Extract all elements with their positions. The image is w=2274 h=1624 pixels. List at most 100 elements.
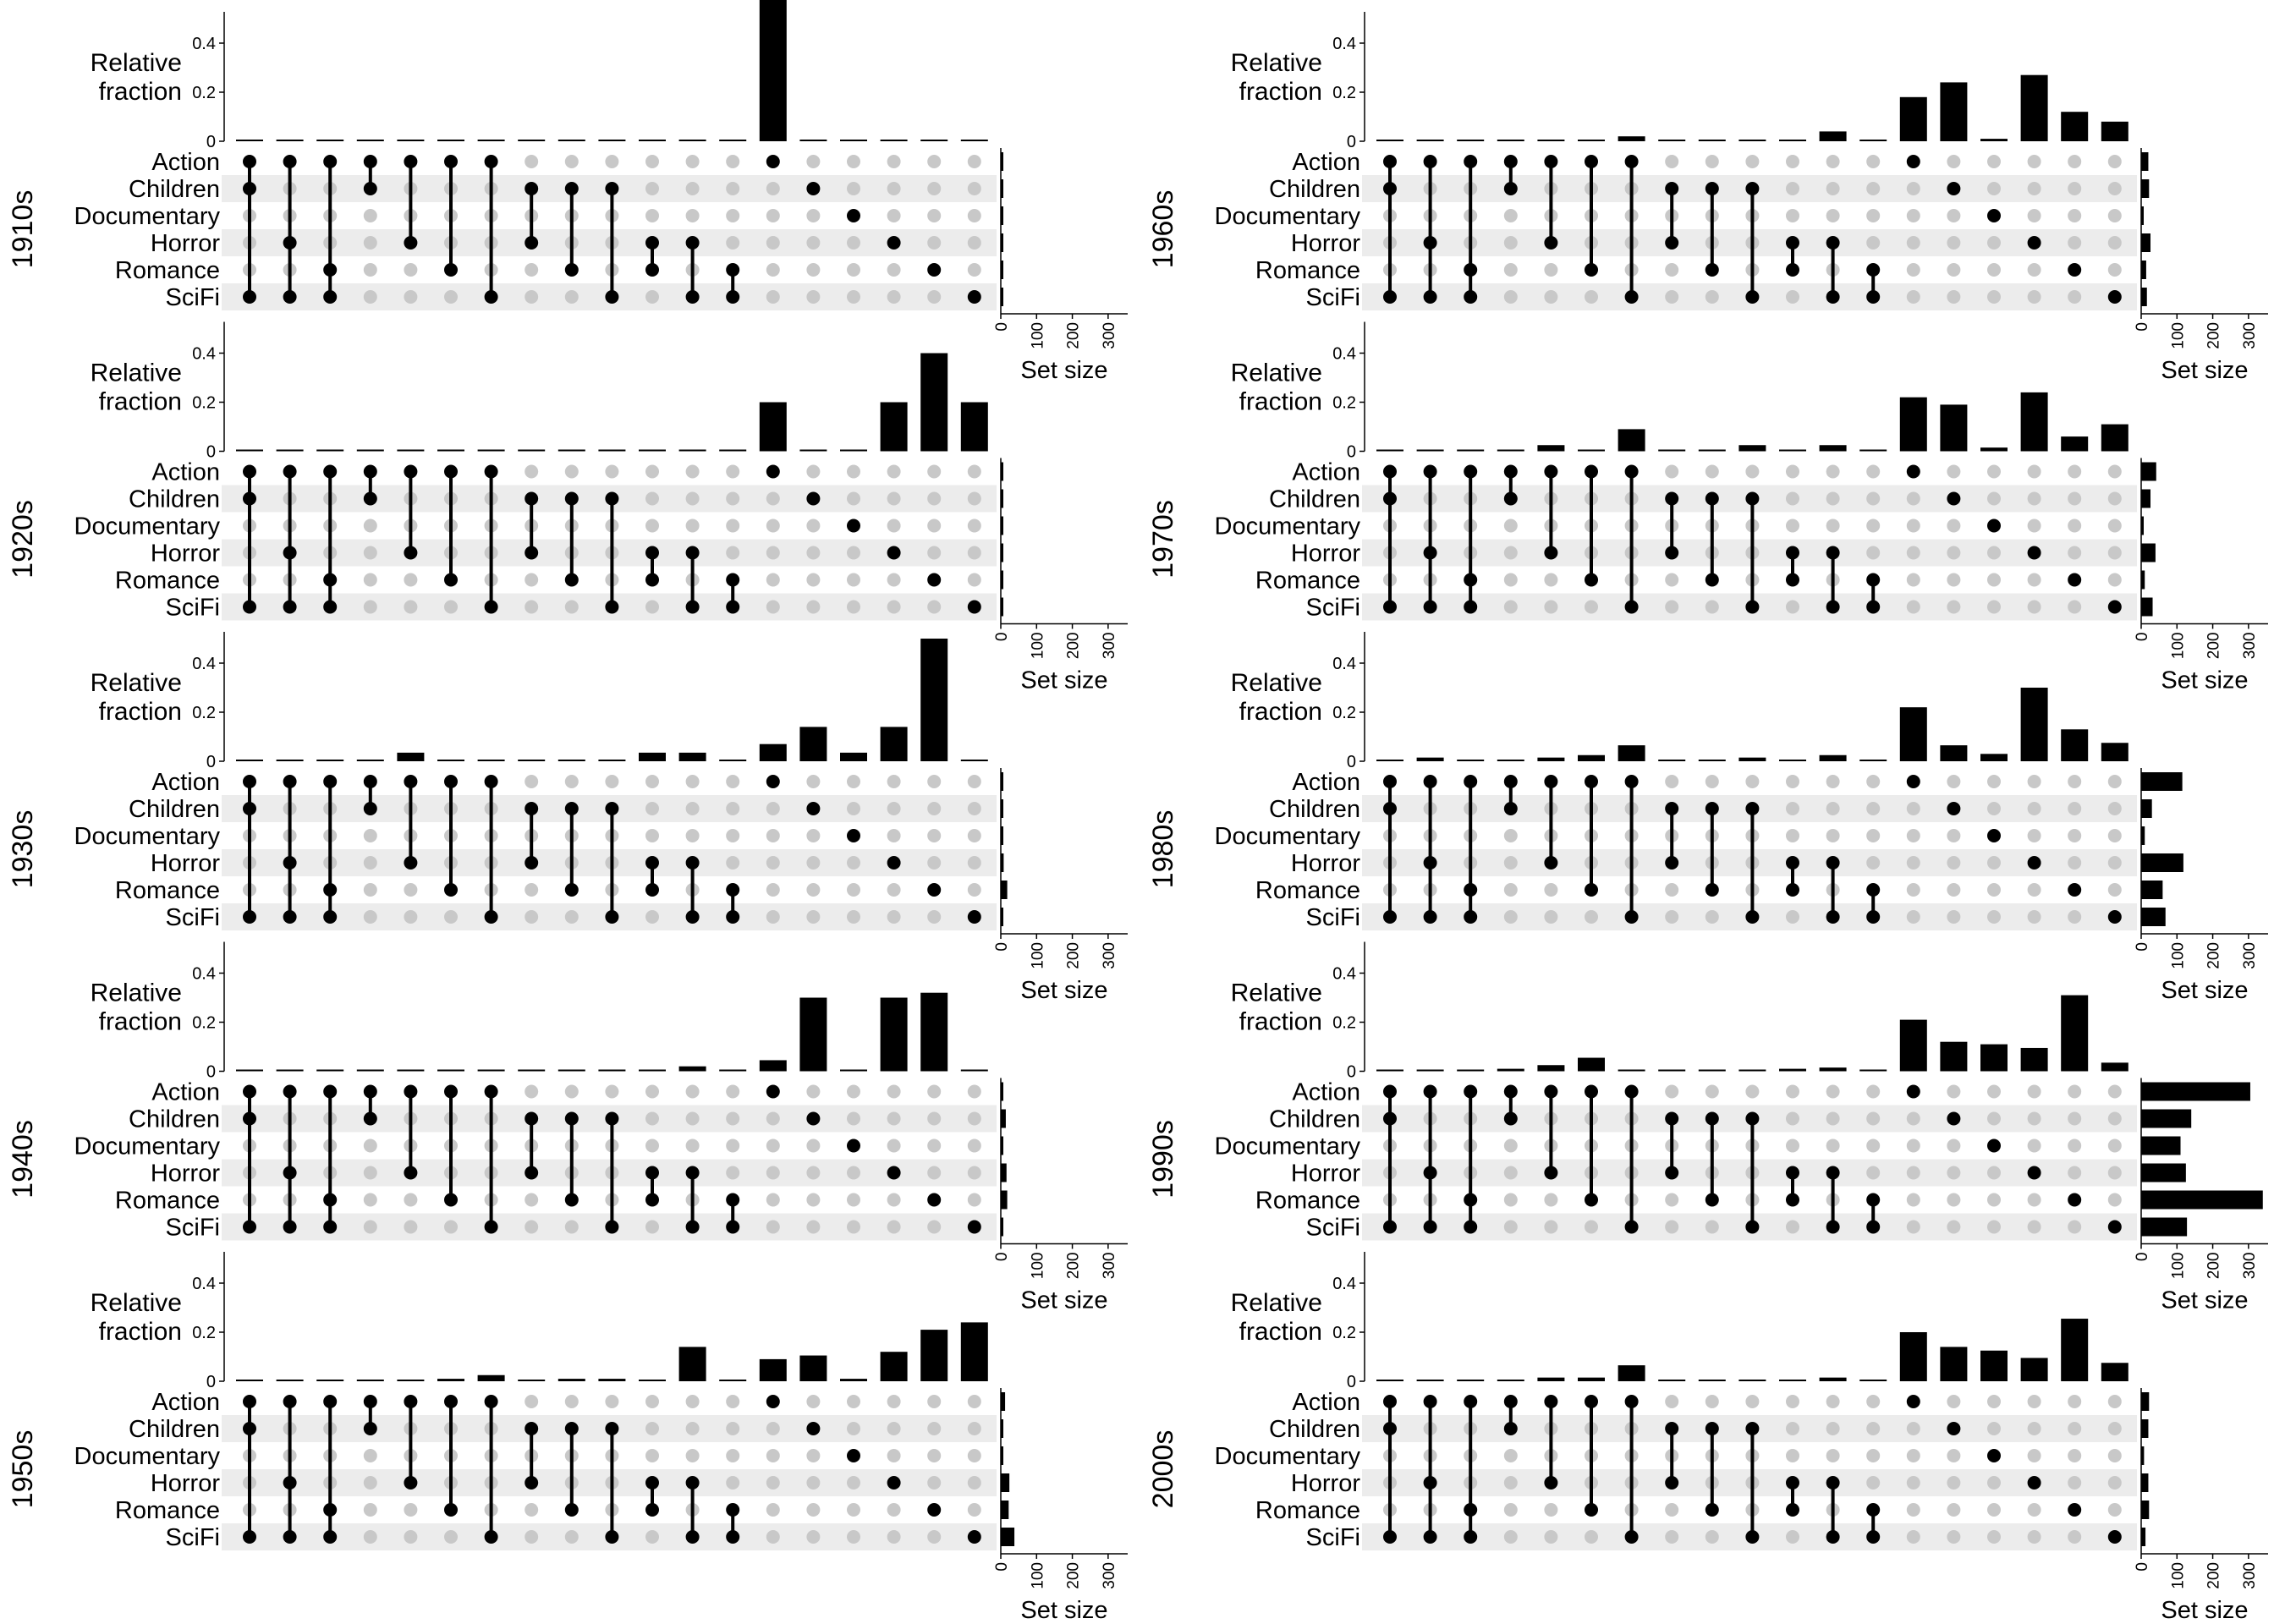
y-axis-title-line: Relative (91, 669, 182, 697)
matrix-dot-inactive (967, 829, 981, 842)
intersection-bar (719, 1069, 747, 1072)
set-size-tick-label: 200 (1065, 1253, 1083, 1280)
decade-label: 1970s (1147, 500, 1179, 579)
matrix-dot-inactive (1947, 464, 1961, 479)
set-size-tick-label: 0 (2134, 1562, 2151, 1572)
matrix-dot-inactive (1866, 1449, 1881, 1462)
set-label: Romance (1255, 877, 1360, 904)
matrix-dot-inactive (806, 464, 821, 479)
matrix-dot-inactive (1987, 1166, 2001, 1180)
set-size-axis-title: Set size (2161, 357, 2248, 384)
set-label: Children (1269, 486, 1360, 513)
matrix-dot-inactive (1705, 600, 1719, 614)
matrix-dot-inactive (2068, 1138, 2082, 1153)
set-size-bar (1001, 1109, 1006, 1128)
matrix-dot-inactive (887, 910, 901, 924)
matrix-dot-inactive (525, 573, 539, 587)
matrix-dot-inactive (1503, 209, 1518, 222)
matrix-dot-inactive (887, 518, 901, 533)
matrix-dot-inactive (967, 1476, 981, 1490)
panel-1980s: 1980sRelativefraction00.20.4ActionChildr… (1147, 632, 2268, 1004)
intersection-bar (639, 449, 666, 452)
set-size-axis-title: Set size (2161, 1597, 2248, 1624)
matrix-dot-inactive (847, 263, 860, 277)
matrix-dot-inactive (847, 1166, 860, 1180)
matrix-dot-active (2107, 600, 2122, 614)
intersection-bar (236, 760, 263, 761)
matrix-dot-inactive (525, 1503, 539, 1517)
matrix-dot-inactive (1503, 236, 1518, 250)
matrix-dot-inactive (2027, 155, 2041, 168)
matrix-dot-inactive (685, 802, 700, 815)
matrix-dot-inactive (806, 263, 821, 277)
set-label: Action (151, 1389, 220, 1416)
matrix-dot-inactive (1987, 1530, 2001, 1544)
set-label: Romance (1255, 568, 1360, 595)
matrix-dot-inactive (404, 883, 418, 897)
matrix-dot-inactive (2107, 1422, 2122, 1435)
matrix-dot-inactive (2068, 775, 2082, 788)
matrix-dot-inactive (2107, 491, 2122, 506)
matrix-dot-inactive (766, 518, 780, 533)
matrix-dot-inactive (444, 290, 458, 304)
intersection-bar (1416, 1380, 1444, 1381)
matrix-dot-inactive (2107, 209, 2122, 222)
matrix-dot-inactive (2068, 1422, 2082, 1435)
matrix-dot-inactive (1826, 518, 1840, 533)
set-size-bar (2141, 908, 2166, 926)
y-tick-label: 0 (206, 1373, 216, 1391)
matrix-dot-active (1906, 1084, 1920, 1099)
set-size-bar (1001, 1392, 1006, 1411)
matrix-dot-inactive (2027, 1220, 2041, 1234)
matrix-dot-inactive (766, 236, 780, 250)
matrix-dot-inactive (726, 546, 740, 560)
intersection-bar (1698, 1380, 1726, 1381)
matrix-dot-inactive (685, 775, 700, 788)
intersection-bar (880, 402, 908, 452)
matrix-dot-inactive (1503, 573, 1518, 587)
matrix-dot-inactive (2107, 518, 2122, 533)
matrix-dot-inactive (1503, 883, 1518, 897)
matrix-dot-inactive (1786, 464, 1799, 479)
matrix-dot-inactive (1826, 829, 1840, 842)
matrix-dot-inactive (927, 600, 942, 614)
matrix-dot-inactive (766, 573, 780, 587)
set-size-tick-label: 100 (2169, 322, 2187, 349)
set-label: Horror (151, 1470, 221, 1497)
matrix-dot-inactive (1585, 600, 1598, 614)
matrix-dot-inactive (404, 910, 418, 924)
matrix-dot-inactive (1786, 802, 1799, 815)
matrix-dot-inactive (766, 1111, 780, 1126)
set-size-bar (1001, 597, 1003, 617)
y-tick-label: 0.2 (192, 394, 216, 413)
matrix-dot-inactive (685, 209, 700, 222)
matrix-dot-inactive (2068, 1530, 2082, 1544)
matrix-dot-inactive (525, 464, 539, 479)
matrix-dot-inactive (2107, 775, 2122, 788)
matrix-dot-inactive (887, 829, 901, 842)
intersection-bar (1376, 1069, 1403, 1072)
matrix-dot-inactive (685, 1111, 700, 1126)
set-label: SciFi (166, 1524, 220, 1551)
set-size-bar (2141, 233, 2150, 252)
matrix-dot-inactive (363, 1220, 377, 1234)
matrix-dot-inactive (726, 182, 740, 195)
matrix-dot-inactive (685, 1395, 700, 1408)
set-size-tick-label: 300 (2241, 322, 2259, 349)
matrix-dot-inactive (1987, 1220, 2001, 1234)
y-tick-label: 0.4 (192, 1275, 216, 1293)
intersection-bar (1940, 404, 1968, 452)
matrix-dot-inactive (1705, 290, 1719, 304)
set-size-tick-label: 300 (2241, 942, 2259, 969)
y-tick-label: 0.4 (1332, 965, 1356, 984)
y-axis-title-line: Relative (1231, 1289, 1322, 1317)
matrix-dot-inactive (887, 464, 901, 479)
matrix-dot-inactive (1665, 1395, 1679, 1408)
matrix-dot-inactive (1987, 910, 2001, 924)
matrix-dot-inactive (1947, 546, 1961, 560)
matrix-dot-inactive (967, 236, 981, 250)
set-label: Romance (1255, 1188, 1360, 1215)
matrix-dot-inactive (967, 182, 981, 195)
intersection-bar (840, 1379, 867, 1381)
matrix-dot-inactive (1947, 1503, 1961, 1517)
